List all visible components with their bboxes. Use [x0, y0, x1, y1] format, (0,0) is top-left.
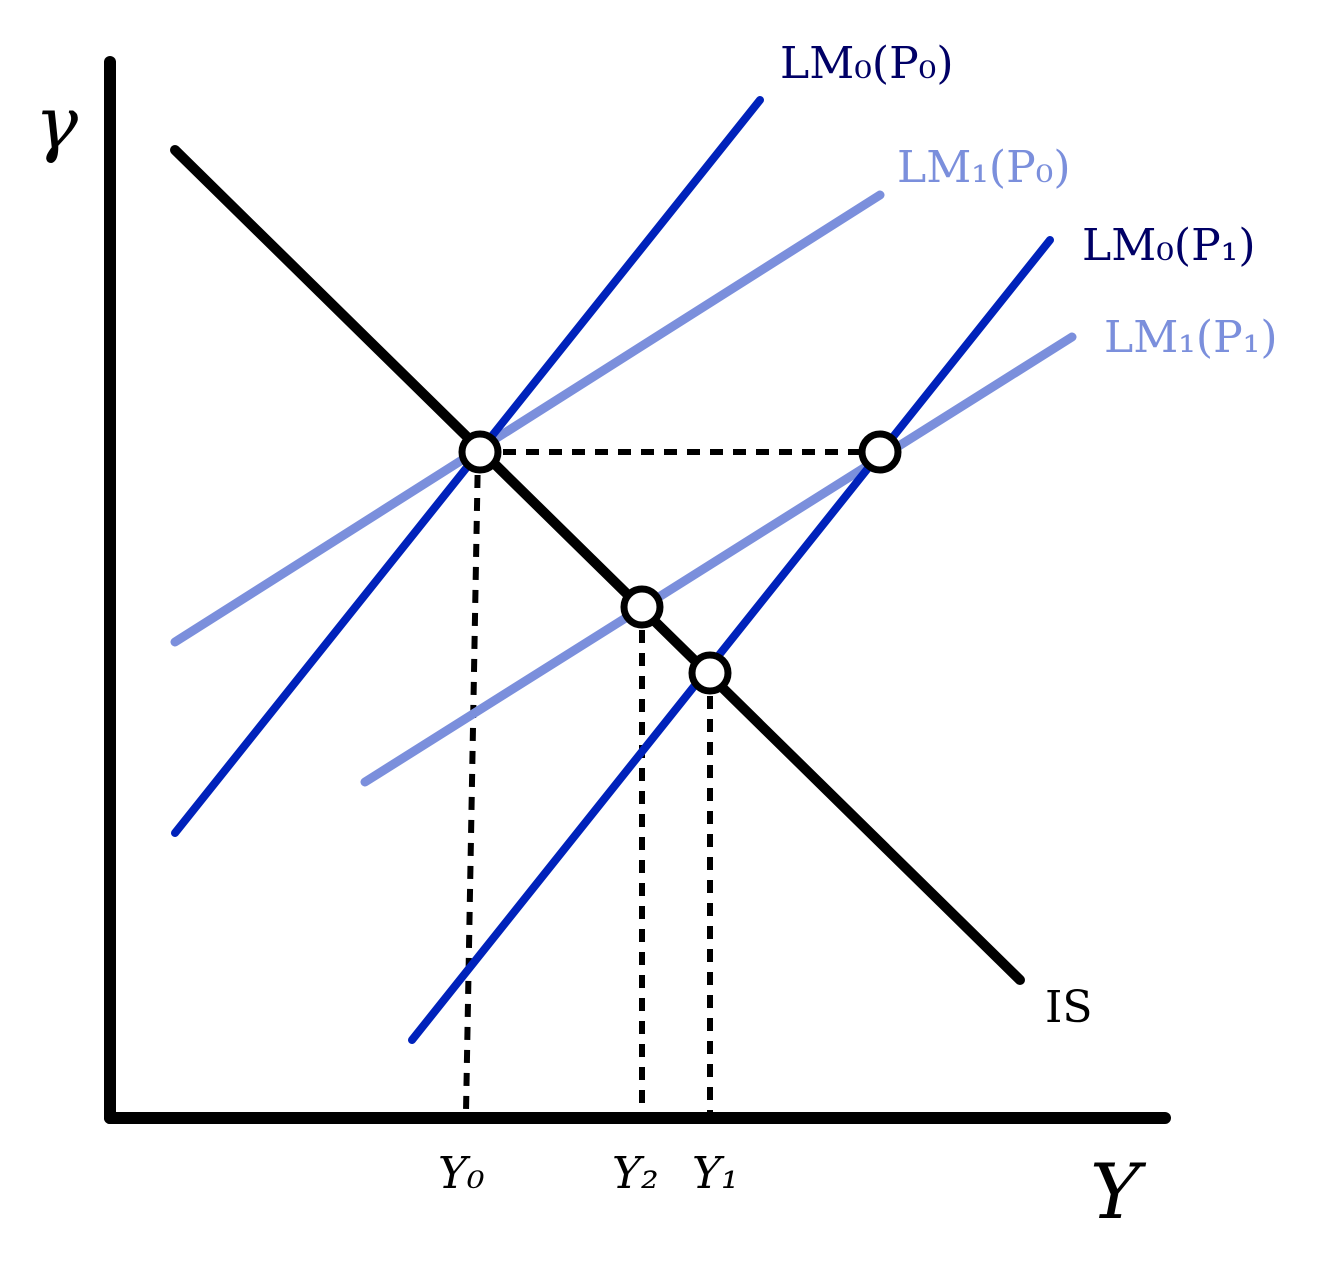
lm-curve — [408, 236, 1054, 1044]
lm-curve — [360, 332, 1077, 787]
lm-curve — [170, 190, 885, 647]
equilibrium-point — [688, 651, 732, 695]
output-label: Y₁ — [692, 1148, 739, 1199]
equilibrium-point — [858, 430, 902, 474]
y-axis-label: γ — [35, 81, 79, 165]
curve-label: IS — [1045, 982, 1093, 1033]
curve-label: LM₁(P₀) — [897, 142, 1071, 193]
curve-label: LM₀(P₁) — [1082, 220, 1256, 271]
x-axis-label: Y — [1090, 1147, 1147, 1236]
output-label: Y₀ — [438, 1148, 485, 1199]
equilibrium-point — [620, 585, 664, 629]
curve-label: LM₀(P₀) — [780, 38, 954, 89]
equilibrium-point — [458, 430, 502, 474]
guide-line — [463, 451, 481, 1113]
is-curve — [170, 145, 1025, 985]
curve-label: LM₁(P₁) — [1104, 312, 1278, 363]
output-label: Y₂ — [612, 1148, 659, 1199]
